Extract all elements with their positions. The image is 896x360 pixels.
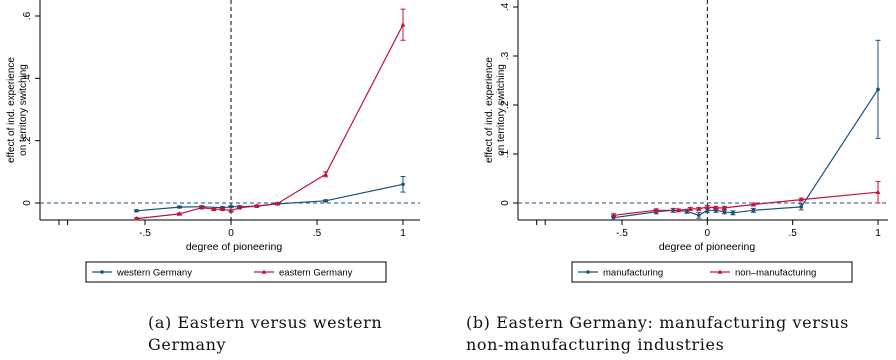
data-point <box>134 208 139 213</box>
x-tick-label: .5 <box>788 228 797 239</box>
series-1 <box>133 8 406 221</box>
legend-swatch-marker <box>100 270 104 274</box>
data-point <box>177 205 182 209</box>
data-point <box>323 199 328 203</box>
y-tick-label: .1 <box>500 149 511 158</box>
data-point <box>199 205 205 210</box>
data-point <box>751 208 756 213</box>
data-point <box>323 171 328 177</box>
data-point <box>731 211 735 215</box>
legend-label: manufacturing <box>603 268 663 279</box>
series-line <box>136 183 404 212</box>
x-axis-title: degree of pioneering <box>659 241 755 253</box>
legend: western Germany eastern Germany <box>85 261 387 283</box>
legend-label: western Germany <box>116 268 192 279</box>
series-line <box>613 88 879 219</box>
y-axis-title-line-1: effect of ind. experience <box>484 57 495 163</box>
y-tick-label: .4 <box>22 74 33 83</box>
legend-swatch-marker <box>261 269 267 274</box>
data-point <box>254 203 260 208</box>
data-point <box>713 205 719 210</box>
x-tick-label: 0 <box>705 228 711 239</box>
data-point <box>687 206 693 211</box>
legend-swatch-marker <box>586 270 590 274</box>
data-point <box>275 201 280 206</box>
x-tick-label: -.5 <box>139 228 151 239</box>
y-tick-label: 0 <box>22 200 33 206</box>
data-point <box>751 201 756 207</box>
data-point <box>799 205 803 209</box>
data-point <box>211 206 217 212</box>
data-point <box>237 205 242 210</box>
legend-label: non–manufacturing <box>735 268 816 279</box>
data-point <box>876 87 880 92</box>
data-point <box>653 207 659 213</box>
data-point <box>704 204 710 209</box>
series-1 <box>610 180 881 218</box>
caption-b-line-2: non-manufacturing industries <box>466 335 725 354</box>
data-point <box>177 211 182 216</box>
caption-b-line-1: (b) Eastern Germany: manufacturing versu… <box>466 313 849 332</box>
x-tick-label: 1 <box>400 228 406 239</box>
y-axis-title-line-2: on territory switching <box>496 64 507 156</box>
y-tick-label: .2 <box>500 100 511 109</box>
y-axis-title-line-1: effect of ind. experience <box>6 57 17 163</box>
y-tick-label: 0 <box>500 200 511 206</box>
chart-a: 0 .2 .4 .6 -.5 0 .5 1 degree of pioneering effect… <box>6 0 420 283</box>
data-point <box>875 189 881 195</box>
data-point <box>798 196 804 202</box>
legend-box <box>85 261 387 283</box>
x-tick-label: 1 <box>875 228 881 239</box>
data-point <box>228 208 234 213</box>
caption-b: (b) Eastern Germany: manufacturing versu… <box>466 312 896 356</box>
chart-b: 0 .1 .2 .3 .4 -.5 0 .5 1 degree of pioneering effe… <box>484 0 888 283</box>
legend-swatch-marker <box>717 269 723 274</box>
legend: manufacturing non–manufacturing <box>571 261 853 283</box>
data-point <box>685 209 689 214</box>
data-point <box>697 213 701 218</box>
x-tick-label: -.5 <box>616 228 628 239</box>
y-tick-label: .3 <box>500 51 511 60</box>
data-point <box>229 204 233 209</box>
series-0 <box>133 176 406 213</box>
x-tick-label: .5 <box>313 228 322 239</box>
x-tick-label: 0 <box>228 228 234 239</box>
series-line <box>136 24 404 220</box>
y-axis-title-line-2: on territory switching <box>18 64 29 156</box>
data-point <box>705 208 710 213</box>
data-point <box>611 212 616 218</box>
data-point <box>675 207 681 213</box>
data-point <box>696 206 702 211</box>
data-point <box>134 215 139 221</box>
series-0 <box>610 39 881 221</box>
y-tick-label: .4 <box>500 2 511 11</box>
data-point <box>722 210 727 214</box>
y-tick-label: .2 <box>22 136 33 145</box>
data-point <box>400 22 406 27</box>
data-point <box>401 182 405 187</box>
y-tick-label: .6 <box>22 11 33 20</box>
caption-a: (a) Eastern versus western Germany <box>148 313 383 354</box>
data-point <box>220 206 225 212</box>
legend-label: eastern Germany <box>279 268 353 279</box>
x-axis-title: degree of pioneering <box>186 241 282 253</box>
data-point <box>722 205 727 210</box>
